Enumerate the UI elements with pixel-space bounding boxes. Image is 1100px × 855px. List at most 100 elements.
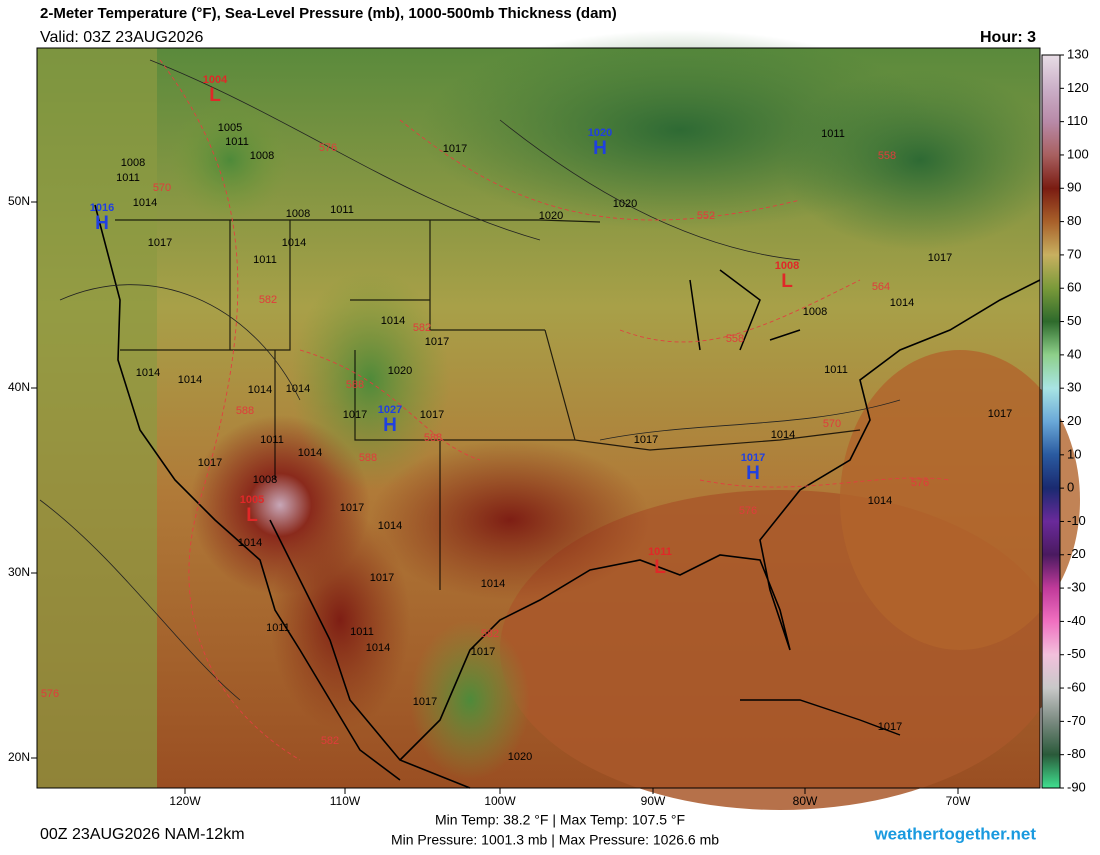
colorbar-tick-label: 40 xyxy=(1067,346,1081,361)
pressure-center-value: 1005 xyxy=(240,494,264,506)
isobar-label: 1017 xyxy=(370,572,394,584)
pressure-range: Min Pressure: 1001.3 mb | Max Pressure: … xyxy=(391,832,719,848)
rockies xyxy=(290,270,450,490)
temp-range: Min Temp: 38.2 °F | Max Temp: 107.5 °F xyxy=(435,812,685,828)
isobar-label: 1011 xyxy=(330,204,354,216)
isobar-label: 1011 xyxy=(350,626,374,638)
colorbar-tick-label: -80 xyxy=(1067,746,1086,761)
isobar-label: 1017 xyxy=(878,721,902,733)
isobar-label: 1017 xyxy=(425,336,449,348)
thickness-label: 552 xyxy=(697,210,715,222)
colorbar-tick-label: 100 xyxy=(1067,146,1089,161)
site-name: weathertogether.net xyxy=(873,824,1036,843)
thickness-label: 582 xyxy=(413,322,431,334)
isobar-label: 1014 xyxy=(133,197,157,209)
sierra-madre xyxy=(410,620,530,780)
isobar-label: 1014 xyxy=(136,367,160,379)
lon-label: 100W xyxy=(484,794,516,808)
lat-label: 40N xyxy=(8,380,30,394)
pressure-center-letter: H xyxy=(746,463,760,484)
isobar-label: 1017 xyxy=(988,408,1012,420)
isobar-label: 1008 xyxy=(803,306,827,318)
isobar-label: 1014 xyxy=(868,495,892,507)
thickness-label: 558 xyxy=(726,333,744,345)
isobar-label: 1008 xyxy=(286,208,310,220)
thickness-label: 582 xyxy=(259,294,277,306)
isobar-label: 1008 xyxy=(253,474,277,486)
thickness-label: 576 xyxy=(911,477,929,489)
coastline xyxy=(94,204,1041,789)
thickness-label: 588 xyxy=(359,452,377,464)
colorbar-tick-label: 80 xyxy=(1067,213,1081,228)
isobar-label: 1011 xyxy=(260,434,284,446)
colorbar-tick-label: 0 xyxy=(1067,480,1074,495)
colorbar-tick-label: -10 xyxy=(1067,513,1086,528)
lon-label: 90W xyxy=(641,794,666,808)
colorbar-tick-label: -50 xyxy=(1067,646,1086,661)
isobar-label: 1014 xyxy=(890,297,914,309)
thickness-lines xyxy=(159,59,951,761)
thickness-label: 570 xyxy=(823,418,841,430)
colorbar-tick-label: -40 xyxy=(1067,613,1086,628)
colorbar-tick-label: 70 xyxy=(1067,246,1081,261)
pressure-center-letter: H xyxy=(593,138,607,159)
colorbar-tick-label: -30 xyxy=(1067,580,1086,595)
colorbar-tick-label: -60 xyxy=(1067,679,1086,694)
isobar-label: 1008 xyxy=(121,157,145,169)
isobar-label: 1014 xyxy=(248,384,272,396)
pressure-center-letter: L xyxy=(209,85,221,106)
thickness-label: 564 xyxy=(872,281,890,293)
pressure-center-letter: H xyxy=(95,213,109,234)
colorbar-tick-label: 60 xyxy=(1067,280,1081,295)
pressure-center-value: 1020 xyxy=(588,127,612,139)
isobar-label: 1017 xyxy=(634,434,658,446)
thickness-label: 570 xyxy=(153,182,171,194)
pressure-center-value: 1008 xyxy=(775,260,799,272)
isobar-label: 1014 xyxy=(298,447,322,459)
pressure-center-letter: L xyxy=(654,557,666,578)
thickness-label: 588 xyxy=(346,379,364,391)
map-frame xyxy=(36,47,1041,789)
great-lakes xyxy=(689,269,801,351)
isobar-label: 1017 xyxy=(340,502,364,514)
isobar-label: 1020 xyxy=(508,751,532,763)
colorbar: 1301201101009080706050403020100-10-20-30… xyxy=(1041,46,1089,794)
thickness-label: 582 xyxy=(481,628,499,640)
isobar-label: 1014 xyxy=(286,383,310,395)
lat-label: 20N xyxy=(8,750,30,764)
colorbar-tick-label: 20 xyxy=(1067,413,1081,428)
model-run: 00Z 23AUG2026 NAM-12km xyxy=(40,826,245,843)
pressure-center-letter: L xyxy=(781,271,793,292)
isobar-label: 1011 xyxy=(821,128,845,140)
lat-label: 30N xyxy=(8,565,30,579)
pressure-center-letter: L xyxy=(246,505,258,526)
isobar-label: 1017 xyxy=(928,252,952,264)
thickness-label: 576 xyxy=(319,142,337,154)
isobar-label: 1014 xyxy=(282,237,306,249)
lon-label: 110W xyxy=(330,794,361,808)
isobar-label: 1008 xyxy=(250,150,274,162)
thickness-label: 558 xyxy=(878,150,896,162)
canadian-rockies xyxy=(170,100,290,220)
lat-label: 50N xyxy=(8,194,30,208)
isobar-label: 1011 xyxy=(824,364,848,376)
thickness-label: 576 xyxy=(739,505,757,517)
isobar-label: 1017 xyxy=(471,646,495,658)
colorbar-tick-label: 90 xyxy=(1067,180,1081,195)
isobar-label: 1017 xyxy=(343,409,367,421)
thickness-label: 582 xyxy=(321,735,339,747)
colorbar-tick-label: -90 xyxy=(1067,779,1086,794)
isobar-label: 1020 xyxy=(388,365,412,377)
isobar-label: 1017 xyxy=(198,457,222,469)
lon-label: 120W xyxy=(169,794,201,808)
isobar-label: 1011 xyxy=(116,172,140,184)
map-title: 2-Meter Temperature (°F), Sea-Level Pres… xyxy=(40,5,617,22)
colorbar-tick-label: 130 xyxy=(1067,46,1089,61)
isobar-label: 1017 xyxy=(443,143,467,155)
colorbar-tick-label: -70 xyxy=(1067,713,1086,728)
isobar-label: 1014 xyxy=(178,374,202,386)
colorbar-fill xyxy=(1041,54,1061,789)
pressure-center-value: 1017 xyxy=(741,452,765,464)
atlantic xyxy=(840,350,1080,650)
isobar-label: 1014 xyxy=(481,578,505,590)
